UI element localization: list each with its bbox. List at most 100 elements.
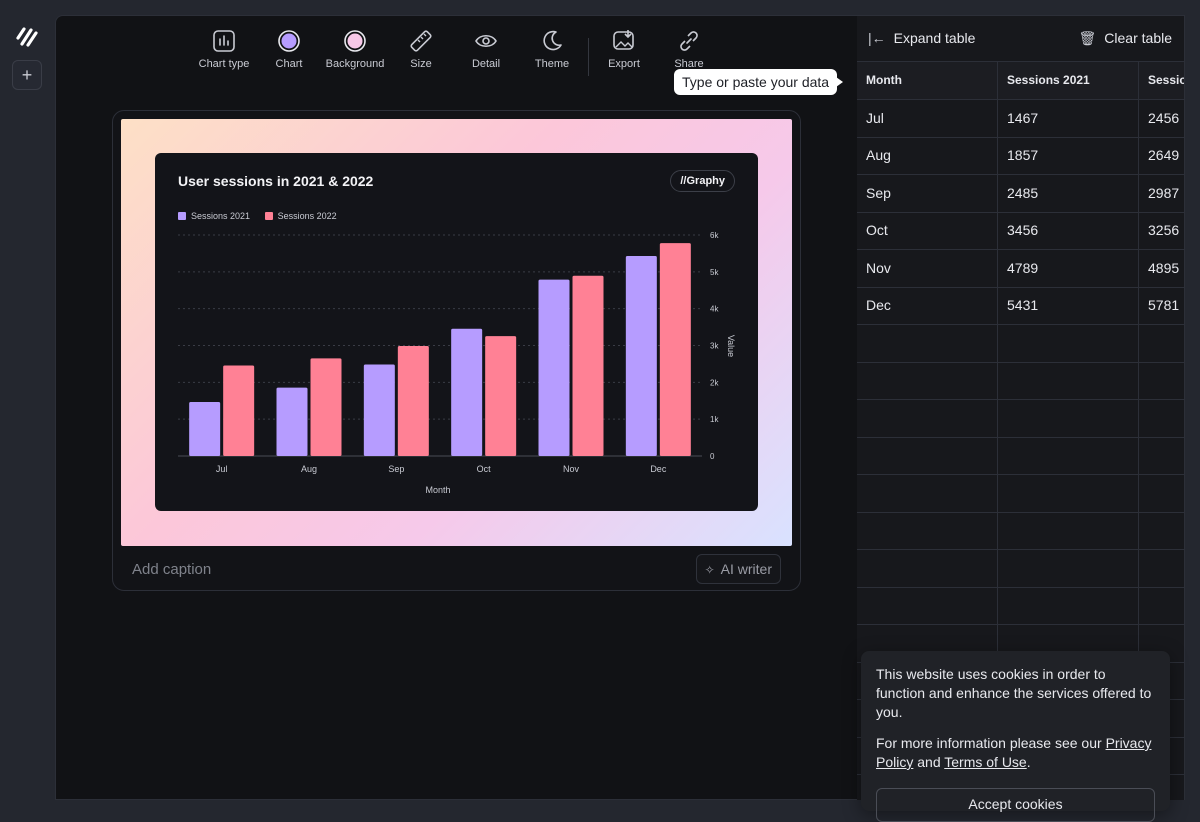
detail-button[interactable]: Detail — [451, 24, 521, 70]
table-cell[interactable] — [857, 324, 998, 362]
left-rail: + — [0, 0, 55, 800]
table-cell[interactable] — [857, 437, 998, 474]
table-cell[interactable] — [998, 624, 1139, 662]
table-cell[interactable] — [1139, 475, 1184, 512]
clear-table-button[interactable]: 🗑 Clear table — [1079, 30, 1172, 47]
table-cell[interactable] — [1139, 400, 1184, 437]
privacy-policy-link[interactable]: Privacy Policy — [876, 735, 1152, 770]
image-download-icon — [613, 30, 634, 50]
table-cell[interactable]: Aug — [857, 137, 998, 174]
table-cell[interactable] — [998, 474, 1139, 512]
table-cell[interactable] — [1139, 587, 1184, 624]
background-button[interactable]: Background — [320, 24, 390, 70]
table-cell[interactable]: 4789 — [998, 249, 1139, 287]
table-header-row: Month Sessions 2021 Sessio — [857, 62, 1184, 100]
accept-cookies-button[interactable]: Accept cookies — [876, 788, 1155, 822]
table-cell[interactable]: 1857 — [998, 137, 1139, 174]
table-cell[interactable]: 2485 — [998, 174, 1139, 212]
table-cell[interactable] — [998, 587, 1139, 624]
table-cell[interactable] — [998, 512, 1139, 549]
export-label: Export — [608, 58, 640, 70]
y-tick-label: 2k — [710, 378, 719, 387]
table-cell[interactable]: Sep — [857, 174, 998, 212]
bar-2022-oct[interactable] — [485, 336, 517, 456]
bar-2021-nov[interactable] — [538, 279, 570, 456]
graphy-badge[interactable]: //Graphy — [670, 170, 735, 192]
export-button[interactable]: Export — [589, 24, 659, 70]
share-button[interactable]: Share — [654, 24, 724, 70]
table-cell[interactable] — [998, 437, 1139, 474]
table-row: Nov 4789 4895 — [857, 249, 1184, 288]
table-cell[interactable] — [857, 512, 998, 549]
table-cell[interactable] — [1139, 362, 1184, 399]
table-cell[interactable] — [1139, 512, 1184, 549]
moon-icon — [543, 30, 562, 51]
bar-2022-nov[interactable] — [572, 275, 604, 456]
table-cell[interactable]: 5781 — [1148, 297, 1180, 313]
detail-label: Detail — [471, 58, 501, 70]
y-tick-label: 5k — [710, 268, 719, 277]
table-cell[interactable] — [1139, 437, 1184, 474]
size-button[interactable]: Size — [386, 24, 456, 70]
table-cell[interactable]: 2456 — [1148, 109, 1180, 126]
table-cell[interactable] — [857, 362, 998, 399]
table-cell[interactable]: 3256 — [1148, 222, 1180, 238]
table-cell[interactable] — [998, 399, 1139, 437]
table-cell[interactable]: Jul — [857, 99, 998, 137]
table-cell[interactable] — [857, 587, 998, 624]
table-cell[interactable] — [857, 549, 998, 587]
table-header-bar: |← Expand table 🗑 Clear table — [857, 16, 1184, 62]
bar-2022-jul[interactable] — [223, 365, 255, 456]
table-row — [857, 399, 1184, 438]
table-cell[interactable] — [998, 549, 1139, 587]
background-label: Background — [325, 58, 385, 70]
table-header-cell[interactable]: Sessio — [1139, 62, 1184, 99]
chart-type-button[interactable]: Chart type — [189, 24, 259, 70]
logo-icon[interactable] — [14, 24, 40, 50]
chart-title[interactable]: User sessions in 2021 & 2022 — [178, 173, 374, 189]
table-cell[interactable] — [857, 474, 998, 512]
bar-2021-oct[interactable] — [451, 328, 483, 456]
bar-2021-jul[interactable] — [189, 401, 221, 456]
table-cell[interactable] — [1139, 550, 1184, 587]
legend-item-2021[interactable]: Sessions 2021 — [178, 211, 250, 221]
caption-input[interactable]: Add caption — [132, 561, 212, 578]
table-cell[interactable]: 3456 — [998, 212, 1139, 249]
table-header-cell[interactable]: Sessions 2021 — [998, 62, 1139, 99]
terms-of-use-link[interactable]: Terms of Use — [944, 754, 1027, 770]
expand-table-button[interactable]: |← Expand table — [868, 30, 975, 46]
bar-2021-aug[interactable] — [276, 387, 308, 456]
table-cell[interactable]: 1467 — [998, 99, 1139, 137]
table-cell[interactable]: 5431 — [998, 287, 1139, 324]
bar-2022-sep[interactable] — [397, 345, 429, 456]
table-cell[interactable] — [1139, 325, 1184, 362]
theme-button[interactable]: Theme — [517, 24, 587, 70]
bar-2021-dec[interactable] — [625, 255, 657, 456]
table-cell[interactable]: 4895 — [1148, 259, 1180, 276]
chart-panel[interactable]: User sessions in 2021 & 2022 //Graphy Se… — [155, 153, 758, 511]
legend-item-2022[interactable]: Sessions 2022 — [264, 211, 337, 221]
table-header-cell[interactable]: Month — [857, 62, 998, 99]
table-cell[interactable] — [857, 399, 998, 437]
clear-table-label: Clear table — [1104, 30, 1172, 46]
new-chart-button[interactable]: + — [12, 60, 42, 90]
bar-2022-aug[interactable] — [310, 358, 342, 456]
table-row — [857, 324, 1184, 363]
y-tick-label: 3k — [710, 342, 719, 351]
y-tick-label: 6k — [710, 231, 719, 240]
eye-icon — [475, 34, 497, 48]
bar-2022-dec[interactable] — [659, 243, 691, 456]
table-cell[interactable]: 2649 — [1148, 147, 1180, 163]
table-row — [857, 437, 1184, 475]
table-cell[interactable]: Nov — [857, 249, 998, 287]
ai-writer-button[interactable]: ✧ AI writer — [695, 554, 781, 584]
chart-color-button[interactable]: Chart — [254, 24, 324, 70]
x-tick-label: Dec — [650, 464, 667, 474]
table-cell[interactable] — [857, 624, 998, 662]
table-cell[interactable]: Oct — [857, 212, 998, 249]
table-cell[interactable] — [998, 324, 1139, 362]
table-cell[interactable]: Dec — [857, 287, 998, 324]
bar-2021-sep[interactable] — [363, 364, 395, 456]
table-cell[interactable]: 2987 — [1148, 184, 1180, 201]
table-cell[interactable] — [998, 362, 1139, 399]
